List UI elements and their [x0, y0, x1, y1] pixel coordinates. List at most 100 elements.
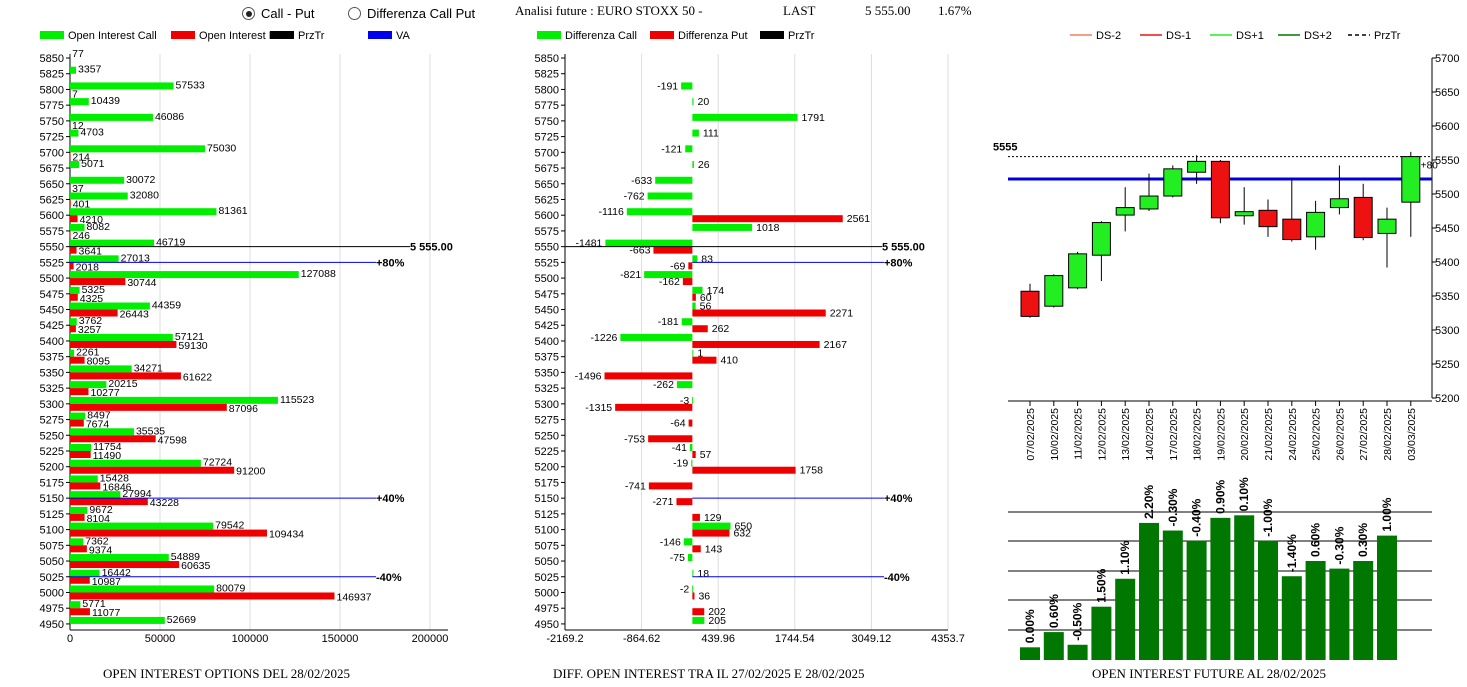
bar-call [70, 601, 81, 609]
x-tick-label: 11/02/2025 [1073, 408, 1085, 460]
bar-put-label: 8104 [87, 513, 111, 525]
bar-put-label: 30744 [127, 277, 156, 289]
oi-bar [1353, 561, 1374, 660]
bar-call-label: 8082 [87, 221, 111, 233]
y-tick-label: 5700 [40, 147, 64, 159]
radio-call-put[interactable]: Call - Put [242, 6, 314, 21]
y-tick-label: 5650 [535, 179, 559, 191]
bar-diff-call-label: 111 [703, 128, 719, 140]
bar-call [70, 66, 77, 74]
y-tick-label: 5600 [1435, 121, 1459, 133]
bar-diff-put [692, 293, 696, 301]
y-tick-label: 5250 [535, 430, 559, 442]
bar-diff-call [689, 444, 693, 451]
y-tick-label: 5050 [535, 556, 559, 568]
bar-diff-call-label: 56 [700, 301, 712, 313]
bar-diff-call-label: -1116 [599, 206, 624, 218]
bar-diff-call [605, 239, 693, 247]
y-tick-label: 4950 [40, 619, 64, 631]
bar-diff-call-label: 174 [707, 285, 725, 297]
radio-differenza[interactable]: Differenza Call Put [348, 6, 475, 21]
y-tick-label: 5750 [535, 116, 559, 128]
bar-diff-call [655, 176, 693, 184]
bar-call-label: 10439 [91, 95, 120, 107]
y-tick-label: 5400 [535, 336, 559, 348]
x-tick-label: 3049.12 [852, 633, 892, 645]
bar-put [70, 435, 156, 443]
bar-put-label: 4325 [80, 293, 104, 305]
bar-call [70, 365, 132, 373]
y-tick-label: 5250 [1435, 359, 1459, 371]
legend-label: DS-2 [1096, 30, 1121, 42]
oi-bar [1281, 576, 1302, 660]
y-tick-label: 5200 [40, 462, 64, 474]
bar-call [70, 412, 86, 420]
x-tick-label: 17/02/2025 [1168, 408, 1180, 461]
x-tick-label: 150000 [322, 633, 359, 645]
price-line-label: 5 555.00 [882, 242, 925, 254]
bar-diff-call [692, 98, 694, 106]
oi-bar-label: 0.10% [1237, 477, 1251, 511]
bar-call [70, 396, 278, 404]
y-tick-label: 5675 [535, 163, 559, 175]
bar-diff-put [692, 340, 820, 348]
x-tick-label: 20/02/2025 [1239, 408, 1251, 461]
bar-diff-call [692, 302, 696, 310]
y-tick-label: 5800 [40, 84, 64, 96]
bar-diff-put-label: 36 [698, 590, 710, 602]
bar-call-label: 5325 [82, 284, 106, 296]
y-tick-label: 5775 [535, 100, 559, 112]
oi-bar-label: -0.30% [1332, 526, 1346, 564]
oi-bar-label: 0.90% [1213, 479, 1227, 513]
y-tick-label: 5075 [40, 540, 64, 552]
oi-bar-label: -1.00% [1261, 498, 1275, 536]
bar-diff-put [688, 262, 693, 270]
bar-put [70, 262, 74, 270]
bar-diff-call [692, 286, 703, 294]
bar-diff-put-label: -741 [625, 480, 646, 492]
bar-diff-put [692, 608, 705, 616]
bar-diff-call-label: 26 [698, 159, 710, 171]
x-tick-label: 12/02/2025 [1096, 408, 1108, 461]
bar-diff-call [681, 318, 693, 326]
candle-down [1258, 209, 1278, 228]
oi-bar-label: 2.20% [1142, 485, 1156, 519]
bar-put [70, 513, 85, 521]
bar-call-label: 35535 [136, 425, 165, 437]
bar-call-label: 81361 [218, 205, 247, 217]
legend-swatch [171, 31, 195, 39]
bar-diff-call [681, 82, 693, 90]
price-line-label: 5 555.00 [410, 242, 453, 254]
bar-diff-call-label: -146 [660, 536, 681, 548]
bar-call-label: 9672 [89, 504, 113, 516]
last-marker-label: +80 [1421, 161, 1438, 172]
y-tick-label: 5825 [535, 69, 559, 81]
bar-diff-put [653, 246, 693, 254]
bar-diff-call-label: -191 [657, 80, 678, 92]
bar-call [70, 129, 79, 137]
bar-diff-call [647, 192, 693, 200]
bar-call-label: 2261 [76, 347, 100, 359]
y-tick-label: 5775 [40, 100, 64, 112]
bar-call-label: 57121 [175, 331, 204, 343]
bar-diff-put-label: 2167 [824, 339, 848, 351]
bar-put-label: 10987 [92, 576, 121, 588]
y-tick-label: 5050 [40, 556, 64, 568]
bar-call-label: 115523 [280, 394, 314, 406]
bar-put [70, 215, 78, 223]
bar-call-label: 5071 [81, 158, 105, 170]
bar-put [70, 529, 267, 537]
y-tick-label: 5625 [535, 194, 559, 206]
y-tick-label: 5450 [40, 305, 64, 317]
candle-up [1377, 218, 1397, 234]
y-tick-label: 5150 [40, 493, 64, 505]
bar-diff-put-label: 1758 [800, 465, 824, 477]
y-tick-label: 5650 [40, 179, 64, 191]
y-tick-label: 5275 [535, 415, 559, 427]
oi-bar-label: 1.10% [1118, 540, 1132, 574]
bar-call-label: 46719 [156, 237, 185, 249]
x-tick-label: 13/02/2025 [1120, 408, 1132, 461]
bar-call-label: 8497 [87, 410, 111, 422]
bar-call-label: 15428 [100, 472, 129, 484]
candle-up [1091, 222, 1111, 256]
